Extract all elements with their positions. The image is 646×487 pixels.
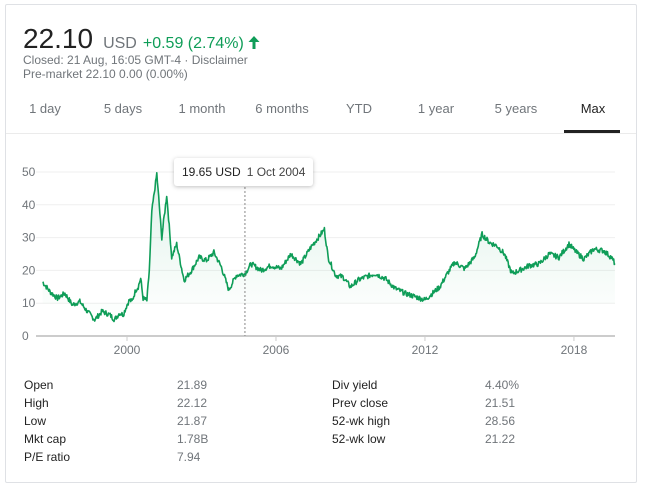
premarket-status: Pre-market 22.10 0.00 (0.00%) — [23, 67, 188, 81]
tab-ytd[interactable]: YTD — [346, 101, 372, 116]
x-tick-label: 2018 — [561, 343, 588, 357]
stat-52wk-low: 52-wk low 21.22 — [332, 432, 516, 446]
arrow-up-icon — [248, 36, 260, 49]
stock-quote-card: 22.10 USD +0.59 (2.74%) Closed: 21 Aug, … — [5, 4, 637, 483]
tooltip-date: 1 Oct 2004 — [246, 165, 306, 179]
stats-right: Div yield 4.40% Prev close 21.51 52-wk hig… — [332, 378, 632, 450]
price-row: 22.10 USD +0.59 (2.74%) — [23, 23, 260, 55]
stats-left: Open 21.89 High 22.12 Low 21.87 Mkt cap 1.78… — [24, 378, 324, 468]
stat-low: Low 21.87 — [24, 414, 208, 428]
y-tick-label: 10 — [22, 296, 36, 310]
closed-status: Closed: 21 Aug, 16:05 GMT-4 · Disclaimer — [23, 53, 248, 67]
current-price: 22.10 — [23, 23, 94, 54]
stat-open: Open 21.89 — [24, 378, 208, 392]
chart-area-fill — [42, 172, 615, 322]
stat-prev-close: Prev close 21.51 — [332, 396, 516, 410]
y-tick-label: 0 — [22, 329, 29, 343]
tab-5-years[interactable]: 5 years — [494, 101, 538, 116]
stat-div-yield: Div yield 4.40% — [332, 378, 520, 392]
y-tick-label: 30 — [22, 231, 36, 245]
price-chart[interactable]: 0 10 20 30 40 50 2000 2006 2012 2018 — [6, 153, 636, 373]
range-tabs: 1 day 5 days 1 month 6 months YTD 1 year… — [6, 93, 636, 134]
tab-5-days[interactable]: 5 days — [103, 101, 143, 116]
price-change: +0.59 (2.74%) — [142, 35, 244, 52]
currency-label: USD — [103, 35, 137, 52]
x-tick-label: 2012 — [412, 343, 439, 357]
tab-1-year[interactable]: 1 year — [417, 101, 455, 116]
y-tick-label: 50 — [22, 165, 36, 179]
tab-6-months[interactable]: 6 months — [255, 101, 309, 116]
chart-tooltip: 19.65 USD 1 Oct 2004 — [174, 158, 314, 186]
tab-1-month[interactable]: 1 month — [178, 101, 226, 116]
x-tick-label: 2006 — [263, 343, 290, 357]
x-tick-label: 2000 — [114, 343, 141, 357]
stat-high: High 22.12 — [24, 396, 208, 410]
tab-max[interactable]: Max — [580, 101, 606, 116]
tooltip-value: 19.65 USD — [182, 165, 241, 179]
stat-mkt-cap: Mkt cap 1.78B — [24, 432, 209, 446]
stat-pe-ratio: P/E ratio 7.94 — [24, 450, 201, 464]
y-tick-label: 20 — [22, 263, 36, 277]
tab-1-day[interactable]: 1 day — [29, 101, 61, 116]
y-tick-label: 40 — [22, 198, 36, 212]
chart-line — [42, 172, 616, 323]
active-tab-indicator — [564, 130, 620, 133]
stat-52wk-high: 52-wk high 28.56 — [332, 414, 516, 428]
